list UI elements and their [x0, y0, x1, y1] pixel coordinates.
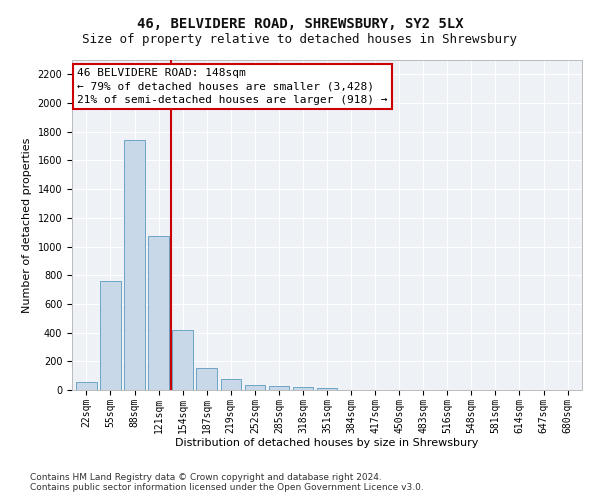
Bar [221, 378, 241, 390]
Text: Contains HM Land Registry data © Crown copyright and database right 2024.: Contains HM Land Registry data © Crown c… [30, 472, 382, 482]
Bar [100, 281, 121, 390]
Bar [172, 330, 193, 390]
Bar [317, 388, 337, 390]
Text: 46 BELVIDERE ROAD: 148sqm
← 79% of detached houses are smaller (3,428)
21% of se: 46 BELVIDERE ROAD: 148sqm ← 79% of detac… [77, 68, 388, 104]
Bar [269, 386, 289, 390]
X-axis label: Distribution of detached houses by size in Shrewsbury: Distribution of detached houses by size … [175, 438, 479, 448]
Text: 46, BELVIDERE ROAD, SHREWSBURY, SY2 5LX: 46, BELVIDERE ROAD, SHREWSBURY, SY2 5LX [137, 18, 463, 32]
Y-axis label: Number of detached properties: Number of detached properties [22, 138, 32, 312]
Bar [196, 368, 217, 390]
Bar [148, 236, 169, 390]
Bar [124, 140, 145, 390]
Bar [76, 382, 97, 390]
Bar [293, 387, 313, 390]
Text: Size of property relative to detached houses in Shrewsbury: Size of property relative to detached ho… [83, 32, 517, 46]
Bar [245, 384, 265, 390]
Text: Contains public sector information licensed under the Open Government Licence v3: Contains public sector information licen… [30, 482, 424, 492]
